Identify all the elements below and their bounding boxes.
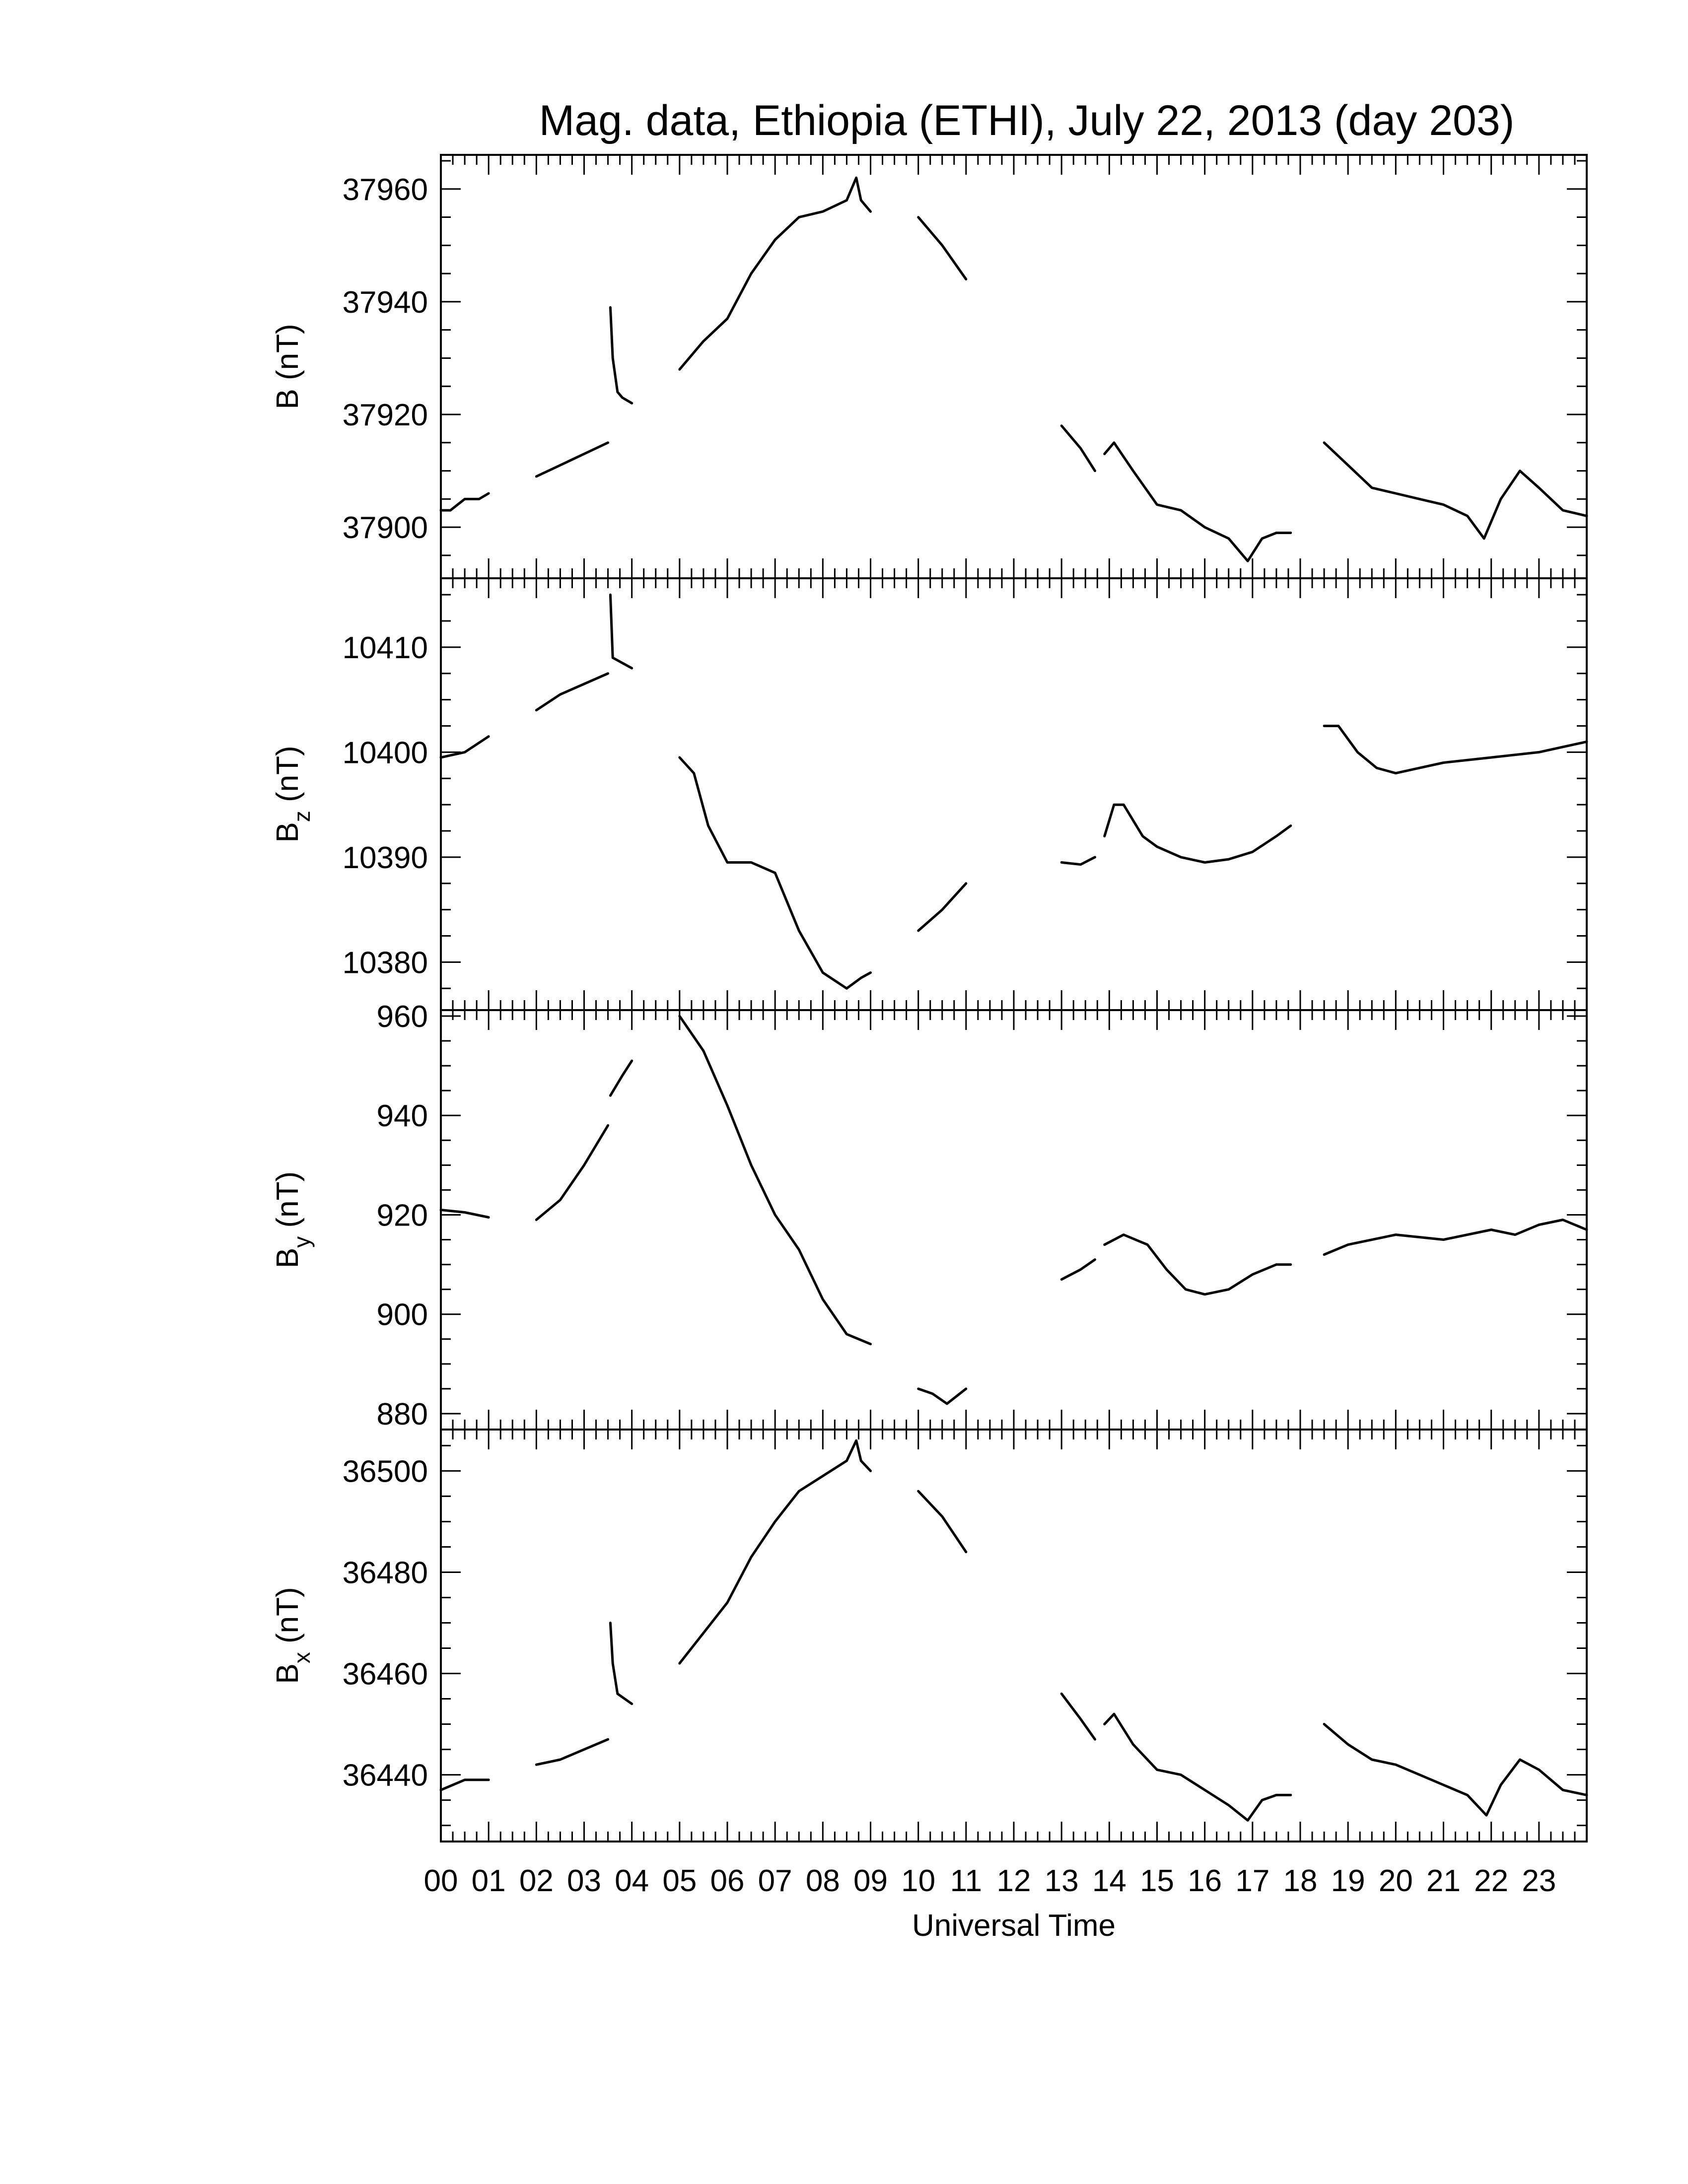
series-segment [678,176,872,371]
y-tick-label: 36460 [343,1657,428,1692]
x-tick-label: 08 [806,1864,840,1898]
y-axis-title-sub: x [289,1652,315,1663]
series-segment [535,441,610,478]
chart-title: Mag. data, Ethiopia (ETHI), July 22, 201… [539,97,1515,144]
y-tick-label: 37960 [343,173,428,207]
series-segment [678,1439,872,1665]
x-tick-label: 18 [1283,1864,1318,1898]
y-axis-title-unit: (nT) [271,1587,305,1652]
x-tick-label: 10 [901,1864,935,1898]
y-tick-label: 900 [377,1298,428,1332]
series-segment [1060,1692,1096,1741]
x-tick-label: 19 [1331,1864,1365,1898]
y-tick-label: 10400 [343,736,428,770]
series-segment [439,1778,490,1791]
y-tick-label: 37940 [343,285,428,320]
y-tick-label: 36500 [343,1454,428,1489]
x-tick-label: 02 [519,1864,554,1898]
series-segment [1103,441,1292,562]
y-tick-label: 940 [377,1099,428,1133]
x-axis: 00 01 02 03 04 05 06 07 08 09 10 11 12 13 14 15 16 17 18 19… [424,1864,1556,1898]
series-segment [609,1622,633,1706]
x-tick-label: 12 [997,1864,1031,1898]
y-axis-title-main: B [271,389,305,409]
series-segment [917,216,968,280]
x-tick-label: 03 [567,1864,601,1898]
series-segment [1060,1258,1096,1281]
panels-group: 37900 37920 37940 37960 B (nT) 10380 10390 1040… [271,154,1588,1843]
panel-frame [440,1429,1588,1843]
y-axis-title-main: B [271,822,305,842]
series-segment [439,492,490,512]
series-segment [609,1059,633,1097]
y-axis-title-sub: z [289,811,315,822]
y-axis-title: By (nT) [271,1171,315,1268]
series-segment [678,756,872,990]
y-axis-title: Bx (nT) [271,1587,315,1684]
series-segment [1323,1219,1588,1256]
series-segment [609,593,633,670]
series-segment [917,882,968,932]
y-axis-title-main: B [271,1663,305,1684]
x-tick-label: 23 [1522,1864,1556,1898]
x-tick-label: 09 [853,1864,888,1898]
series-segment [1323,725,1588,775]
y-tick-label: 960 [377,1000,428,1034]
x-tick-label: 07 [758,1864,792,1898]
y-tick-label: 920 [377,1198,428,1232]
x-tick-label: 05 [662,1864,697,1898]
y-tick-label: 10390 [343,841,428,875]
series-segment [439,735,490,759]
x-tick-label: 21 [1426,1864,1461,1898]
series-segment [439,1209,490,1219]
x-tick-label: 00 [424,1864,458,1898]
x-tick-label: 20 [1379,1864,1413,1898]
y-axis-title-unit: (nT) [271,746,305,811]
series-segment [678,1015,872,1346]
x-tick-label: 16 [1188,1864,1222,1898]
x-tick-label: 06 [710,1864,745,1898]
y-axis-title-main: B [271,1248,305,1268]
series-segment [609,306,633,405]
series-segment [1323,1723,1588,1817]
y-axis-title: Bz (nT) [271,746,315,842]
x-tick-label: 17 [1235,1864,1269,1898]
y-tick-label: 36440 [343,1759,428,1793]
panel-1: 37900 37920 37940 37960 B (nT) [271,154,1588,579]
y-tick-label: 10410 [343,631,428,665]
y-tick-label: 10380 [343,946,428,980]
x-tick-label: 04 [615,1864,649,1898]
x-tick-label: 22 [1474,1864,1508,1898]
series-segment [535,1124,610,1221]
series-segment [1103,1712,1292,1822]
panel-2: 10380 10390 10400 10410 Bz (nT) [271,577,1588,1011]
series-segment [1060,424,1096,473]
y-tick-label: 37920 [343,398,428,432]
x-tick-label: 11 [950,1864,982,1898]
series-segment [1323,441,1588,540]
series-segment [1103,1233,1292,1296]
series-segment [535,672,610,712]
y-tick-label: 36480 [343,1556,428,1590]
x-axis-title: Universal Time [912,1909,1116,1943]
y-axis-title: B (nT) [271,324,305,409]
y-axis-title-unit: (nT) [271,324,305,389]
y-tick-label: 37900 [343,511,428,545]
y-tick-label: 880 [377,1397,428,1432]
series-segment [1103,803,1292,864]
series-segment [535,1738,610,1766]
panel-3: 880 900 920 940 960 By (nT) [271,1000,1588,1432]
x-tick-label: 13 [1045,1864,1079,1898]
y-axis-title-unit: (nT) [271,1171,305,1236]
panel-frame [440,1009,1588,1431]
series-segment [917,1490,968,1554]
series-segment [1060,856,1096,866]
x-tick-label: 15 [1140,1864,1174,1898]
series-segment [917,1387,968,1405]
panel-4: 36440 36460 36480 36500 Bx (nT) [271,1429,1588,1843]
x-tick-label: 14 [1092,1864,1126,1898]
x-tick-label: 01 [472,1864,506,1898]
y-axis-title-sub: y [289,1236,315,1248]
